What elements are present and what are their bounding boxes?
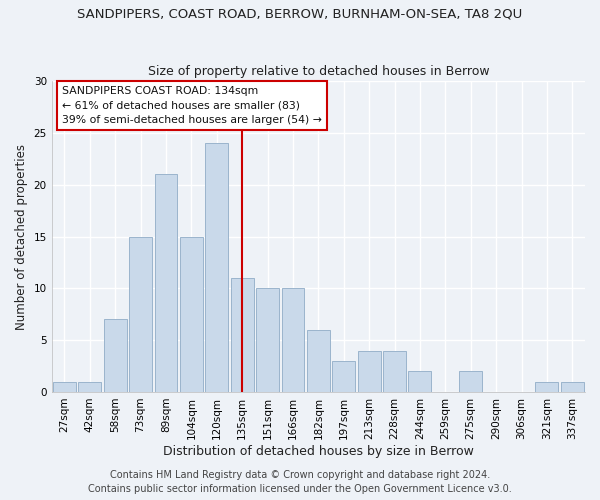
Bar — [383, 350, 406, 392]
Bar — [155, 174, 178, 392]
Bar — [459, 371, 482, 392]
Bar — [256, 288, 279, 392]
Bar — [79, 382, 101, 392]
Bar — [281, 288, 304, 392]
Bar — [409, 371, 431, 392]
Bar — [129, 236, 152, 392]
Bar — [307, 330, 330, 392]
Bar — [104, 320, 127, 392]
Bar — [53, 382, 76, 392]
Text: SANDPIPERS COAST ROAD: 134sqm
← 61% of detached houses are smaller (83)
39% of s: SANDPIPERS COAST ROAD: 134sqm ← 61% of d… — [62, 86, 322, 126]
Title: Size of property relative to detached houses in Berrow: Size of property relative to detached ho… — [148, 66, 489, 78]
Text: SANDPIPERS, COAST ROAD, BERROW, BURNHAM-ON-SEA, TA8 2QU: SANDPIPERS, COAST ROAD, BERROW, BURNHAM-… — [77, 8, 523, 20]
Text: Contains HM Land Registry data © Crown copyright and database right 2024.
Contai: Contains HM Land Registry data © Crown c… — [88, 470, 512, 494]
Bar — [358, 350, 380, 392]
Y-axis label: Number of detached properties: Number of detached properties — [15, 144, 28, 330]
Bar — [535, 382, 559, 392]
Bar — [231, 278, 254, 392]
Bar — [180, 236, 203, 392]
Bar — [205, 143, 228, 392]
Bar — [561, 382, 584, 392]
X-axis label: Distribution of detached houses by size in Berrow: Distribution of detached houses by size … — [163, 444, 474, 458]
Bar — [332, 361, 355, 392]
